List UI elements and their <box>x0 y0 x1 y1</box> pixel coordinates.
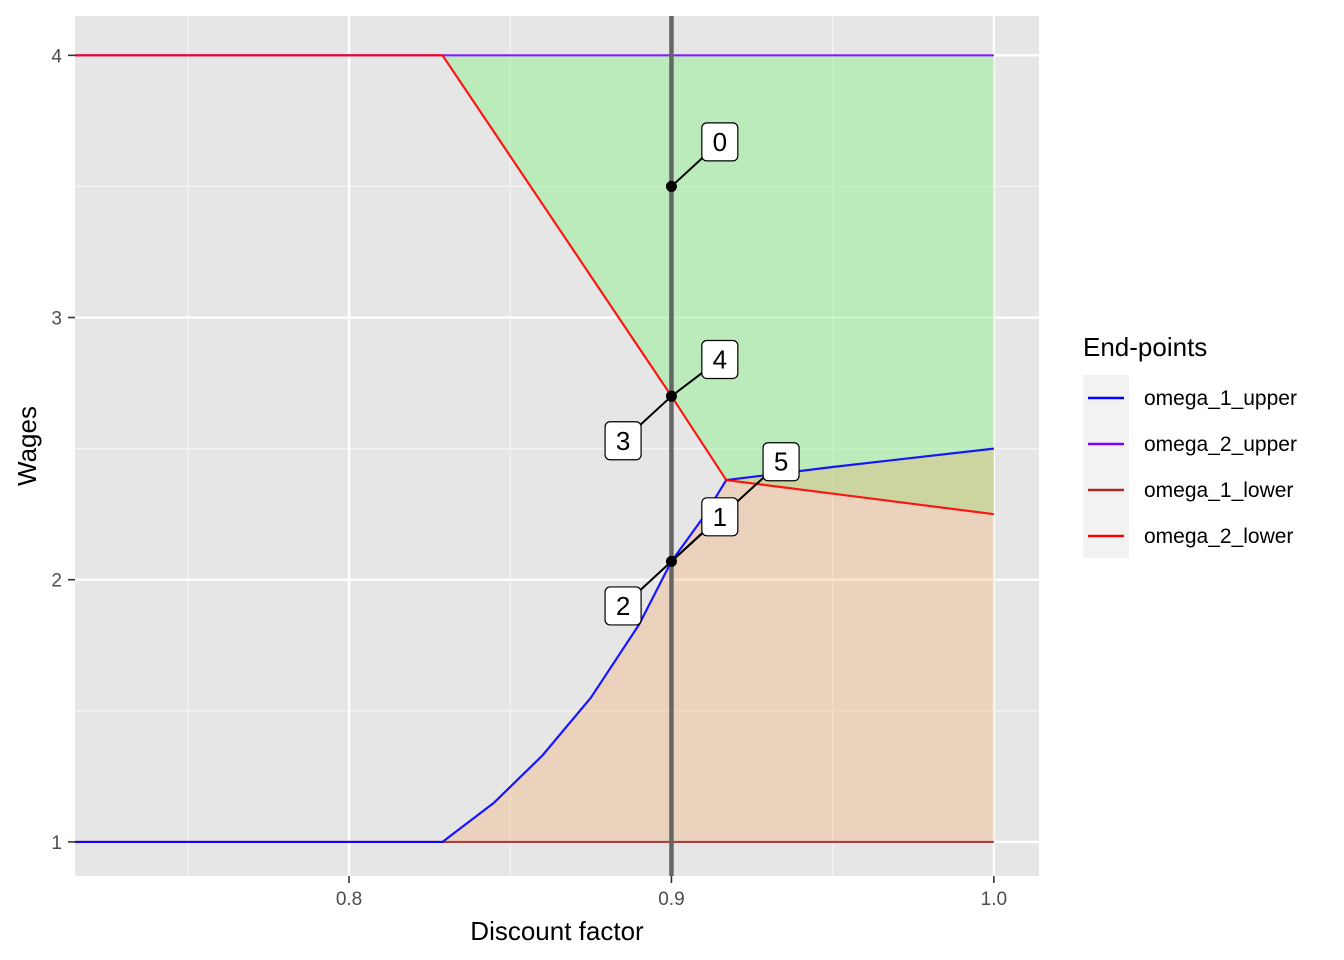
annotation-label-1: 1 <box>701 497 739 537</box>
legend-label: omega_1_upper <box>1144 387 1297 410</box>
y-tick-label: 1 <box>51 833 62 854</box>
annotation-box <box>701 122 739 162</box>
annotation-box <box>762 442 800 482</box>
marked-points <box>665 180 677 567</box>
legend-key-background <box>1083 375 1129 558</box>
x-tick-label: 0.8 <box>336 889 362 910</box>
annotation-text: 0 <box>713 127 727 157</box>
annotation-box <box>604 421 642 461</box>
shaded-region-0 <box>442 55 994 515</box>
data-point <box>665 390 677 402</box>
x-axis-title: Discount factor <box>470 916 644 946</box>
annotation-text: 1 <box>713 502 727 532</box>
annotation-label-2: 2 <box>604 586 642 626</box>
annotation-box <box>701 339 739 380</box>
annotation-label-4: 4 <box>701 339 739 380</box>
y-tick-label: 2 <box>51 571 62 592</box>
legend-label: omega_1_lower <box>1144 479 1293 502</box>
annotation-box <box>604 586 642 626</box>
legend-entries: omega_1_upper omega_2_upper omega_1_lowero… <box>1088 387 1297 548</box>
shaded-regions <box>442 55 994 842</box>
legend-entry-omega_1_lower: omega_1_lower <box>1088 479 1293 502</box>
annotation-labels: 0 4 3 5 1 2 <box>604 122 800 626</box>
legend-label: omega_2_lower <box>1144 525 1293 548</box>
axis-ticks <box>68 54 995 883</box>
legend-entry-omega_1_upper: omega_1_upper <box>1088 387 1297 410</box>
annotation-label-5: 5 <box>762 442 800 482</box>
y-tick-label: 3 <box>51 309 62 330</box>
annotation-text: 5 <box>774 447 788 477</box>
legend-label: omega_2_upper <box>1144 433 1297 456</box>
y-tick-label: 4 <box>51 46 62 67</box>
annotation-box <box>701 497 739 537</box>
x-tick-label: 1.0 <box>981 889 1007 910</box>
data-point <box>665 180 677 192</box>
legend-title: End-points <box>1083 332 1207 362</box>
tick-labels: 0.8 0.9 1.0 1 2 3 4 <box>51 46 1007 910</box>
y-axis-title: Wages <box>12 406 42 486</box>
annotation-text: 3 <box>616 426 630 456</box>
annotation-label-0: 0 <box>701 122 739 162</box>
legend: End-points omega_1_upperomega_2_upperome… <box>1083 332 1297 558</box>
annotation-text: 2 <box>616 591 630 621</box>
annotation-label-3: 3 <box>604 421 642 461</box>
x-tick-label: 0.9 <box>658 889 684 910</box>
data-point <box>665 555 677 567</box>
annotation-text: 4 <box>713 344 727 374</box>
legend-entry-omega_2_upper: omega_2_upper <box>1088 433 1297 456</box>
shaded-region-1 <box>442 448 994 842</box>
legend-entry-omega_2_lower: omega_2_lower <box>1088 525 1293 548</box>
